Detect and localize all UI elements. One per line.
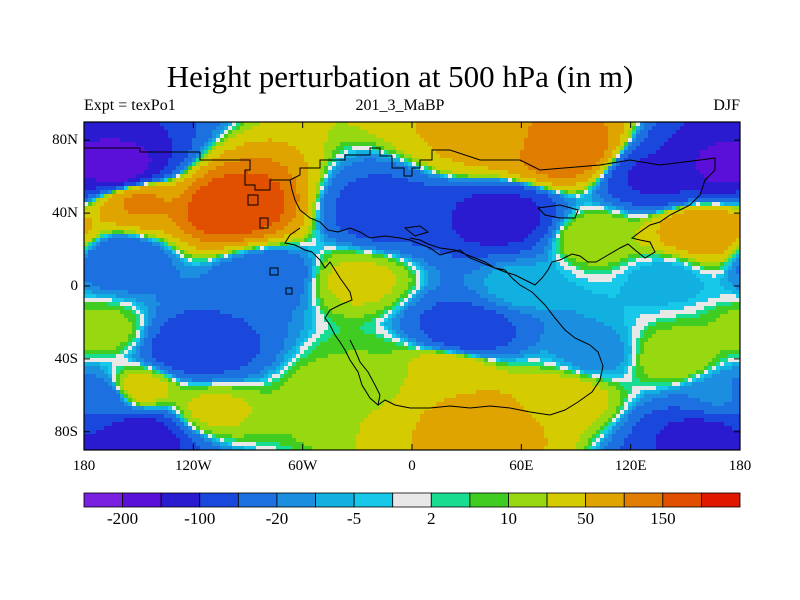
colorbar-swatch bbox=[546, 492, 587, 508]
colorbar-swatch bbox=[160, 492, 201, 508]
colorbar-swatch bbox=[276, 492, 316, 508]
colorbar-label: 50 bbox=[577, 509, 595, 528]
colorbar-swatch bbox=[508, 492, 548, 508]
x-tick-label: 120E bbox=[614, 458, 647, 474]
coastline bbox=[84, 147, 716, 416]
colorbar-swatch bbox=[469, 492, 509, 508]
colorbar-label: -5 bbox=[347, 509, 362, 528]
run-label: 201_3_MaBP bbox=[355, 97, 445, 114]
chart-title: Height perturbation at 500 hPa (in m) bbox=[166, 59, 634, 94]
colorbar-label: 150 bbox=[650, 509, 676, 528]
colorbar-swatch bbox=[353, 492, 394, 508]
colorbar bbox=[83, 492, 741, 508]
season-label: DJF bbox=[713, 97, 740, 114]
colorbar-swatch bbox=[199, 492, 239, 508]
experiment-label: Expt = texPo1 bbox=[84, 97, 176, 114]
y-tick-label: 40N bbox=[52, 205, 78, 222]
x-tick-label: 0 bbox=[408, 458, 416, 474]
colorbar-swatch bbox=[83, 492, 123, 508]
y-tick-label: 80S bbox=[54, 423, 78, 440]
colorbar-swatch bbox=[392, 492, 432, 508]
colorbar-swatch bbox=[623, 492, 664, 508]
colorbar-swatch bbox=[701, 492, 741, 508]
colorbar-swatch bbox=[315, 492, 355, 508]
x-tick-label: 60E bbox=[509, 458, 534, 474]
colorbar-label: -200 bbox=[106, 509, 139, 528]
y-tick-label: 40S bbox=[54, 350, 78, 367]
colorbar-swatch bbox=[585, 492, 625, 508]
colorbar-label: -20 bbox=[265, 509, 289, 528]
colorbar-label: 10 bbox=[499, 509, 517, 528]
x-tick-label: 120W bbox=[174, 458, 212, 474]
x-tick-label: 180 bbox=[728, 458, 752, 474]
x-tick-label: 180 bbox=[72, 458, 96, 474]
y-tick-label: 0 bbox=[70, 278, 79, 294]
colorbar-swatch bbox=[662, 492, 702, 508]
y-tick-label: 80N bbox=[52, 132, 78, 149]
colorbar-swatch bbox=[122, 492, 162, 508]
colorbar-label: 2 bbox=[427, 509, 436, 528]
x-tick-label: 60W bbox=[288, 458, 318, 474]
colorbar-swatch bbox=[430, 492, 471, 508]
axis-ticks bbox=[83, 122, 741, 450]
colorbar-label: -100 bbox=[184, 509, 216, 528]
colorbar-swatch bbox=[237, 492, 278, 508]
